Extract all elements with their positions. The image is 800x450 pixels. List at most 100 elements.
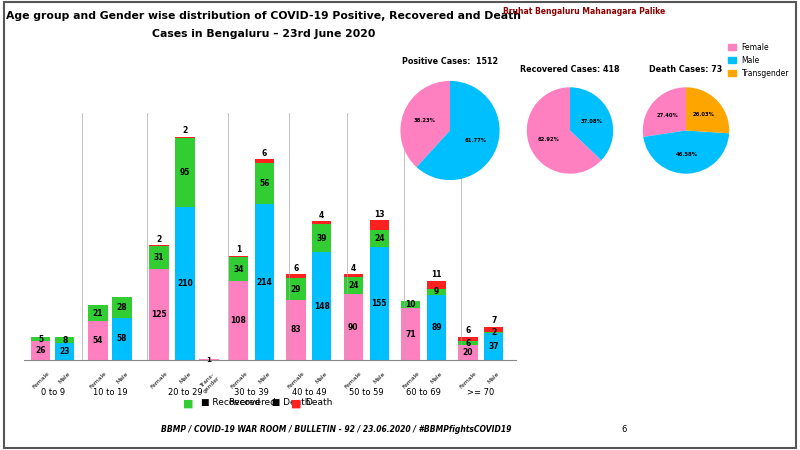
- Text: 0 to 9: 0 to 9: [41, 387, 65, 396]
- Text: BBMP / COVID-19 WAR ROOM / BULLETIN - 92 / 23.06.2020 / #BBMPfightsCOVID19: BBMP / COVID-19 WAR ROOM / BULLETIN - 92…: [161, 425, 511, 434]
- Text: 6: 6: [466, 339, 470, 348]
- Text: 10 to 19: 10 to 19: [93, 387, 127, 396]
- Text: 4: 4: [319, 211, 325, 220]
- Text: ■: ■: [290, 398, 302, 408]
- Bar: [88, 321, 108, 360]
- Text: 2: 2: [156, 234, 162, 243]
- Bar: [484, 333, 503, 360]
- Text: 6: 6: [466, 326, 470, 335]
- Text: 60 to 69: 60 to 69: [406, 387, 441, 396]
- Bar: [484, 332, 503, 333]
- Text: Recovered: Recovered: [228, 398, 276, 407]
- Text: 21: 21: [93, 309, 103, 318]
- Text: Male: Male: [372, 371, 386, 385]
- Bar: [427, 295, 446, 360]
- Bar: [458, 341, 478, 346]
- Bar: [286, 274, 306, 279]
- Text: Female: Female: [344, 371, 362, 390]
- Text: 26: 26: [35, 346, 46, 355]
- Bar: [370, 247, 389, 360]
- Text: Death: Death: [306, 398, 333, 407]
- Bar: [255, 204, 274, 360]
- Text: Male: Male: [178, 371, 192, 385]
- Text: 90: 90: [348, 323, 358, 332]
- Text: 6: 6: [294, 264, 298, 273]
- Bar: [427, 281, 446, 288]
- Bar: [31, 341, 50, 360]
- Text: 108: 108: [230, 316, 246, 325]
- Text: 62.92%: 62.92%: [538, 137, 559, 142]
- Text: ■: ■: [182, 398, 194, 408]
- Bar: [175, 138, 194, 207]
- Text: Female: Female: [150, 371, 169, 390]
- Text: 23: 23: [59, 347, 70, 356]
- Bar: [175, 207, 194, 360]
- Text: 6: 6: [622, 425, 626, 434]
- Text: 20: 20: [462, 348, 473, 357]
- Wedge shape: [643, 130, 729, 174]
- Text: 40 to 49: 40 to 49: [291, 387, 326, 396]
- Bar: [401, 308, 420, 360]
- Text: 24: 24: [374, 234, 384, 243]
- Text: 95: 95: [180, 168, 190, 177]
- Text: Female: Female: [89, 371, 107, 390]
- Wedge shape: [401, 81, 450, 167]
- Wedge shape: [643, 87, 686, 137]
- Text: 54: 54: [93, 336, 103, 345]
- Text: 155: 155: [371, 299, 387, 308]
- Text: 30 to 39: 30 to 39: [234, 387, 269, 396]
- Text: 148: 148: [314, 302, 330, 310]
- Text: 28: 28: [117, 303, 127, 312]
- Text: Male: Male: [315, 371, 329, 385]
- Text: Male: Male: [115, 371, 129, 385]
- Text: 34: 34: [234, 265, 244, 274]
- Text: 8: 8: [62, 336, 67, 345]
- Text: Female: Female: [401, 371, 420, 390]
- Text: Bruhat Bengaluru Mahanagara Palike: Bruhat Bengaluru Mahanagara Palike: [503, 7, 665, 16]
- Bar: [427, 288, 446, 295]
- Text: 210: 210: [177, 279, 193, 288]
- Text: 20 to 29: 20 to 29: [168, 387, 202, 396]
- Bar: [286, 300, 306, 360]
- Text: Female: Female: [458, 371, 478, 390]
- Bar: [88, 306, 108, 321]
- Bar: [344, 294, 363, 360]
- Bar: [344, 274, 363, 277]
- Bar: [229, 256, 248, 281]
- Bar: [458, 337, 478, 341]
- Bar: [484, 327, 503, 332]
- Bar: [370, 230, 389, 247]
- Text: 125: 125: [151, 310, 167, 319]
- Bar: [286, 279, 306, 300]
- Text: 37.08%: 37.08%: [581, 119, 602, 124]
- Bar: [150, 245, 169, 247]
- Text: 4: 4: [350, 264, 356, 273]
- Text: Male: Male: [430, 371, 443, 385]
- Text: 61.77%: 61.77%: [465, 138, 486, 143]
- Bar: [175, 136, 194, 138]
- Bar: [312, 252, 331, 360]
- Text: 2: 2: [491, 328, 497, 337]
- Text: 6: 6: [262, 148, 267, 157]
- Text: 24: 24: [348, 281, 358, 290]
- Bar: [401, 301, 420, 308]
- Title: Recovered Cases: 418: Recovered Cases: 418: [520, 65, 620, 74]
- Text: 5: 5: [38, 335, 43, 344]
- Text: 9: 9: [434, 288, 439, 297]
- Text: 56: 56: [259, 180, 270, 189]
- Text: 11: 11: [431, 270, 442, 279]
- Text: Female: Female: [31, 371, 50, 390]
- Text: ■ Recovered    ■ Death: ■ Recovered ■ Death: [202, 398, 310, 407]
- Text: 27.40%: 27.40%: [657, 112, 679, 117]
- Bar: [370, 220, 389, 230]
- Text: 26.03%: 26.03%: [692, 112, 714, 117]
- Text: Male: Male: [487, 371, 501, 385]
- Text: Age group and Gender wise distribution of COVID-19 Positive, Recovered and Death: Age group and Gender wise distribution o…: [6, 11, 522, 21]
- Bar: [55, 338, 74, 343]
- Text: 46.58%: 46.58%: [676, 152, 698, 157]
- Bar: [229, 281, 248, 360]
- Text: Male: Male: [258, 371, 271, 385]
- Text: 1: 1: [206, 357, 211, 363]
- Text: 83: 83: [290, 325, 302, 334]
- Legend: Female, Male, Transgender: Female, Male, Transgender: [725, 40, 792, 81]
